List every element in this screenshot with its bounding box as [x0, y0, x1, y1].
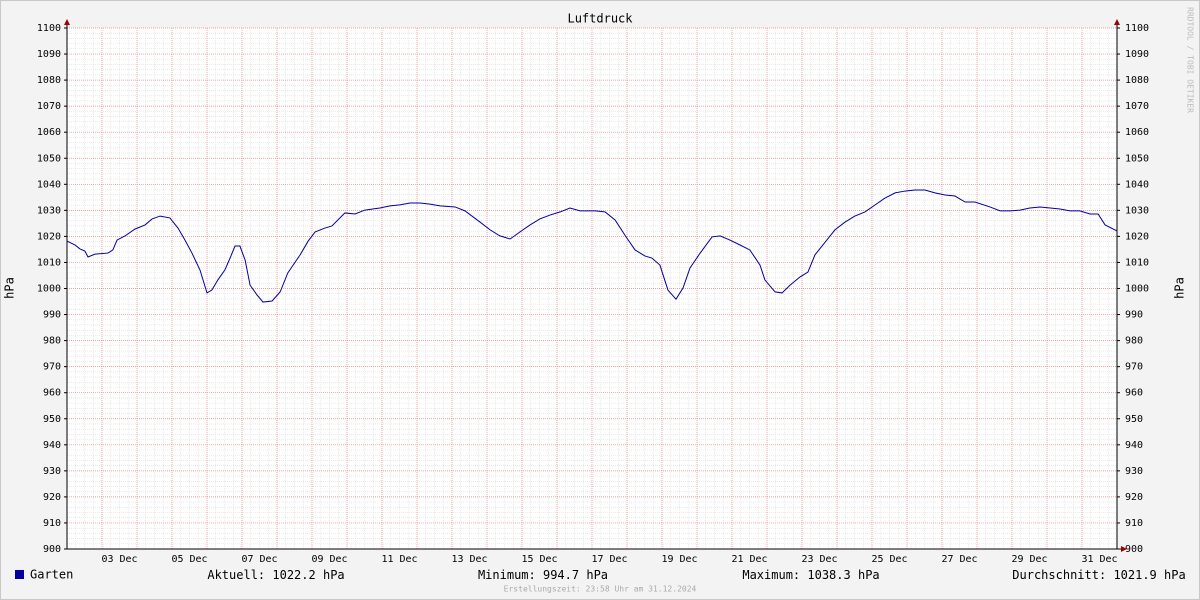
y2-tick-label: 1050 — [1125, 153, 1149, 164]
y-tick-label: 1030 — [37, 205, 61, 216]
y2-tick-label: 1080 — [1125, 75, 1149, 86]
y-tick-label: 920 — [43, 492, 61, 503]
x-tick-label: 05 Dec — [171, 554, 207, 565]
watermark: RRDTOOL / TOBI OETIKER — [1186, 7, 1195, 113]
stat-value: 1038.3 — [807, 568, 850, 582]
y-tick-label: 930 — [43, 466, 61, 477]
chart-title: Luftdruck — [567, 12, 633, 26]
y-tick-label: 950 — [43, 414, 61, 425]
stat-unit: hPa — [1164, 568, 1186, 582]
stat-unit: hPa — [586, 568, 608, 582]
y2-tick-label: 950 — [1125, 414, 1143, 425]
stat: Maximum: 1038.3 hPa — [742, 568, 879, 582]
y-tick-label: 910 — [43, 518, 61, 529]
legend-label: Garten — [30, 568, 73, 582]
y2-tick-label: 1020 — [1125, 231, 1149, 242]
y2-tick-label: 1100 — [1125, 23, 1149, 34]
stat-value: 1022.2 — [272, 568, 315, 582]
axis-arrow — [1114, 19, 1120, 25]
x-tick-label: 07 Dec — [241, 554, 277, 565]
data-line — [66, 189, 1118, 303]
y-axis-label: hPa — [3, 277, 17, 299]
y-tick-label: 990 — [43, 310, 61, 321]
y-tick-label: 980 — [43, 336, 61, 347]
x-tick-label: 15 Dec — [521, 554, 557, 565]
y2-tick-label: 970 — [1125, 362, 1143, 373]
y-tick-label: 900 — [43, 544, 61, 555]
y-tick-label: 1060 — [37, 127, 61, 138]
x-tick-label: 09 Dec — [311, 554, 347, 565]
stat-label: Maximum: — [742, 568, 800, 582]
y-tick-label: 970 — [43, 362, 61, 373]
stat-value: 994.7 — [543, 568, 579, 582]
y-tick-label: 1010 — [37, 257, 61, 268]
x-tick-label: 23 Dec — [801, 554, 837, 565]
x-tick-label: 13 Dec — [451, 554, 487, 565]
x-tick-label: 03 Dec — [101, 554, 137, 565]
stats: Aktuell: 1022.2 hPa Minimum: 994.7 hPa Max… — [207, 568, 1185, 582]
y2-tick-label: 1030 — [1125, 205, 1149, 216]
y2-tick-label: 1090 — [1125, 49, 1149, 60]
y2-tick-label: 1070 — [1125, 101, 1149, 112]
y-tick-label: 1040 — [37, 179, 61, 190]
y-tick-label: 1050 — [37, 153, 61, 164]
y-tick-label: 1000 — [37, 284, 61, 295]
y2-tick-label: 980 — [1125, 336, 1143, 347]
stat: Durchschnitt: 1021.9 hPa — [1012, 568, 1185, 582]
y-tick-label: 1090 — [37, 49, 61, 60]
axis-arrow — [64, 19, 70, 25]
x-tick-label: 19 Dec — [661, 554, 697, 565]
y-tick-label: 1070 — [37, 101, 61, 112]
stat-value: 1021.9 — [1113, 568, 1156, 582]
x-tick-label: 17 Dec — [591, 554, 627, 565]
y-tick-label: 960 — [43, 388, 61, 399]
y2-tick-label: 1000 — [1125, 284, 1149, 295]
y2-tick-label: 1060 — [1125, 127, 1149, 138]
stat-label: Durchschnitt: — [1012, 568, 1106, 582]
y2-tick-label: 1040 — [1125, 179, 1149, 190]
stat: Aktuell: 1022.2 hPa — [207, 568, 344, 582]
stat-unit: hPa — [323, 568, 345, 582]
y-tick-label: 1080 — [37, 75, 61, 86]
y2-tick-label: 910 — [1125, 518, 1143, 529]
footer: Erstellungszeit: 23:58 Uhr am 31.12.2024 — [504, 585, 697, 594]
y2-tick-label: 900 — [1125, 544, 1143, 555]
axis-arrow — [1121, 546, 1127, 552]
y2-axis-label: hPa — [1173, 277, 1187, 299]
y2-tick-label: 930 — [1125, 466, 1143, 477]
stat-label: Minimum: — [478, 568, 536, 582]
legend-swatch — [15, 570, 24, 579]
y-tick-label: 1020 — [37, 231, 61, 242]
y2-tick-label: 990 — [1125, 310, 1143, 321]
x-tick-label: 29 Dec — [1011, 554, 1047, 565]
x-tick-label: 27 Dec — [941, 554, 977, 565]
y2-tick-label: 960 — [1125, 388, 1143, 399]
y2-tick-label: 1010 — [1125, 257, 1149, 268]
x-tick-label: 25 Dec — [871, 554, 907, 565]
x-tick-label: 31 Dec — [1081, 554, 1117, 565]
x-tick-label: 21 Dec — [731, 554, 767, 565]
y2-tick-label: 920 — [1125, 492, 1143, 503]
y2-tick-label: 940 — [1125, 440, 1143, 451]
y-tick-label: 940 — [43, 440, 61, 451]
stat-label: Aktuell: — [207, 568, 265, 582]
y-tick-label: 1100 — [37, 23, 61, 34]
x-tick-label: 11 Dec — [381, 554, 417, 565]
stat: Minimum: 994.7 hPa — [478, 568, 608, 582]
stat-unit: hPa — [858, 568, 880, 582]
